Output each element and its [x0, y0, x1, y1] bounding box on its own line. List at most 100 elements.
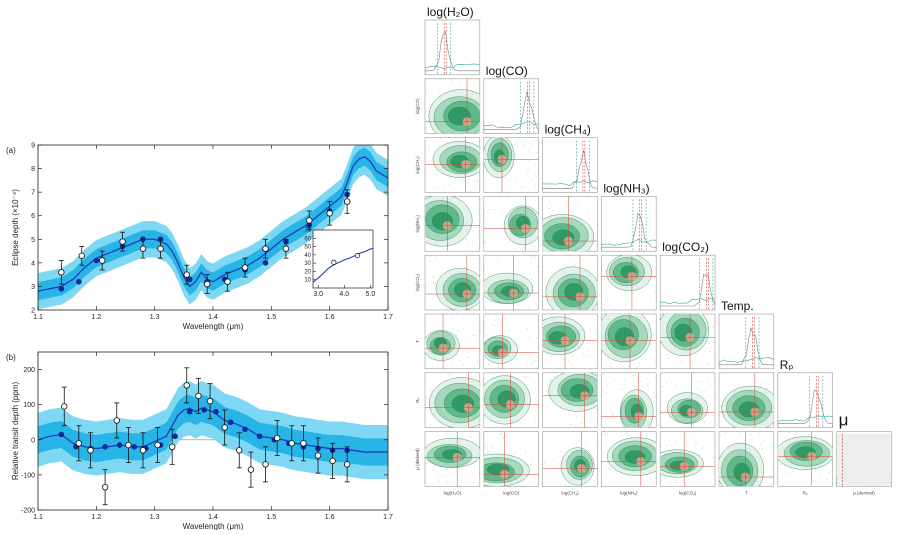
posterior-sample — [596, 225, 598, 227]
posterior-sample — [470, 436, 472, 438]
posterior-sample — [550, 214, 552, 216]
posterior-sample — [430, 389, 432, 391]
observed-point — [343, 198, 351, 205]
posterior-sample — [547, 267, 549, 269]
posterior-sample — [680, 361, 682, 363]
posterior-sample — [483, 382, 485, 384]
posterior-sample — [438, 477, 440, 479]
posterior-sample — [565, 203, 567, 205]
posterior-sample — [641, 380, 643, 382]
corner-cell — [424, 372, 481, 428]
posterior-sample — [535, 256, 537, 258]
posterior-sample — [548, 200, 550, 202]
posterior-sample — [425, 128, 426, 130]
posterior-sample — [576, 204, 578, 206]
corner-x-axis-label: log(CO₂) — [679, 490, 697, 495]
posterior-sample — [517, 171, 519, 173]
posterior-sample — [771, 443, 773, 445]
corner-cell — [659, 431, 716, 487]
y-tick-label: 2 — [31, 308, 35, 315]
marginal-histogram — [483, 91, 539, 134]
posterior-sample — [587, 339, 589, 341]
posterior-sample — [793, 470, 795, 472]
corner-cell-content — [601, 255, 657, 310]
posterior-sample — [463, 328, 465, 330]
posterior-sample — [713, 393, 715, 395]
posterior-sample — [605, 432, 607, 434]
observed-point — [98, 257, 106, 264]
observed-point — [306, 217, 313, 224]
posterior-sample — [665, 383, 667, 385]
posterior-sample — [682, 376, 684, 378]
posterior-sample — [487, 212, 489, 214]
posterior-sample — [451, 364, 453, 366]
posterior-sample — [675, 383, 677, 385]
posterior-sample — [593, 263, 595, 265]
corner-cell-content — [483, 314, 539, 369]
corner-x-axis-label: log(H₂O) — [444, 490, 462, 495]
posterior-sample — [471, 375, 473, 377]
posterior-sample — [487, 314, 489, 316]
binned-model-point — [131, 444, 138, 450]
posterior-sample — [475, 227, 477, 229]
posterior-sample — [517, 137, 519, 139]
posterior-sample — [500, 433, 502, 435]
posterior-sample — [518, 358, 520, 360]
inset-observed-point — [331, 259, 337, 265]
posterior-sample — [688, 388, 690, 390]
posterior-sample — [814, 468, 816, 470]
observed-point — [314, 452, 322, 459]
posterior-sample — [534, 421, 536, 423]
corner-cell — [483, 254, 539, 311]
posterior-sample — [557, 453, 559, 455]
marginal-histogram-alt — [660, 297, 716, 307]
binned-model-point — [227, 419, 234, 426]
corner-cell-frame — [483, 78, 539, 134]
posterior-sample — [654, 330, 656, 332]
posterior-sample — [505, 440, 507, 442]
observed-point — [329, 457, 336, 465]
posterior-sample — [528, 160, 530, 162]
posterior-sample — [722, 373, 724, 375]
posterior-sample — [759, 432, 761, 434]
posterior-sample — [676, 378, 678, 380]
posterior-sample — [815, 481, 817, 483]
posterior-sample — [561, 420, 563, 422]
posterior-sample — [471, 240, 473, 242]
posterior-sample — [667, 485, 669, 487]
posterior-sample — [635, 367, 637, 369]
posterior-sample — [456, 314, 458, 315]
posterior-sample — [543, 267, 545, 269]
posterior-sample — [579, 431, 581, 433]
posterior-sample — [479, 367, 480, 369]
data-layer — [38, 367, 388, 506]
corner-cell — [483, 137, 539, 193]
inset-y-tick-label: 70 — [304, 228, 311, 234]
posterior-sample — [460, 476, 462, 478]
corner-cell — [542, 137, 598, 193]
corner-cell — [659, 372, 716, 428]
posterior-sample — [548, 208, 550, 210]
posterior-sample — [634, 484, 636, 486]
marginal-fill — [837, 433, 891, 486]
marginal-histogram — [425, 31, 480, 75]
y-tick-label: 7 — [31, 190, 35, 197]
posterior-sample — [536, 337, 538, 339]
posterior-sample — [542, 391, 544, 393]
observed-point — [300, 440, 307, 447]
posterior-sample — [473, 80, 475, 82]
posterior-sample — [486, 334, 488, 336]
posterior-sample — [763, 440, 765, 442]
corner-cell-content — [542, 196, 598, 252]
posterior-sample — [472, 231, 474, 233]
posterior-sample — [437, 263, 439, 265]
posterior-sample — [484, 324, 486, 326]
corner-cell-content — [542, 255, 598, 310]
y-tick-label: 4 — [31, 260, 35, 267]
posterior-sample — [578, 440, 580, 442]
posterior-sample — [528, 336, 530, 338]
posterior-sample — [448, 374, 450, 376]
binned-model-point — [186, 408, 193, 415]
posterior-sample — [428, 78, 430, 80]
posterior-sample — [699, 389, 701, 391]
